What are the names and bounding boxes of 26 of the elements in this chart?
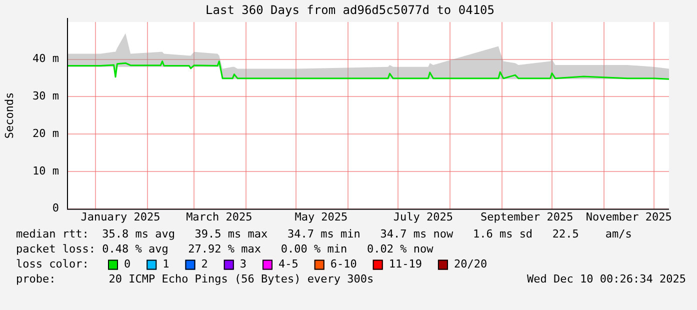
y-tick-label: 40 m: [32, 52, 60, 66]
y-tick-label: 10 m: [32, 164, 60, 178]
legend-label: 0: [124, 258, 131, 271]
text: median rtt: 35.8 ms avg 39.5 ms max 34.7 ms min 34.7 ms now 1.6 ms sd 22.5 am/s: [16, 228, 632, 241]
x-tick-label: January 2025: [80, 210, 160, 224]
legend-label: 1: [162, 258, 170, 271]
legend-label: 3: [240, 258, 246, 271]
x-tick-label: July 2025: [393, 210, 453, 224]
text: packet loss: 0.48 % avg 27.92 % max 0.00 % min 0.02 % now: [16, 242, 434, 256]
y-tick-label: 30 m: [32, 90, 60, 103]
legend-label: 11-19: [388, 258, 422, 271]
legend-label: 4-5: [278, 258, 298, 271]
x-tick-label: November 2025: [586, 210, 672, 224]
text: probe: 20 ICMP Echo Pings (56 Bytes) every 300s: [16, 272, 374, 286]
chart-title: Last 360 Days from ad96d5c5077d to 04105: [206, 3, 494, 18]
x-tick-label: September 2025: [480, 210, 574, 224]
y-tick-label: 0: [52, 202, 59, 215]
legend-label: 6-10: [330, 258, 357, 271]
legend-title: loss color:: [16, 258, 89, 271]
legend-label: 20/20: [454, 258, 488, 271]
legend-label: 2: [201, 258, 208, 271]
y-axis-title: Seconds: [2, 92, 16, 139]
x-tick-label: May 2025: [294, 210, 348, 224]
text: Wed Dec 10 00:26:34 2025: [527, 272, 686, 286]
x-tick-label: March 2025: [186, 210, 252, 224]
y-tick-label: 20 m: [32, 126, 60, 140]
